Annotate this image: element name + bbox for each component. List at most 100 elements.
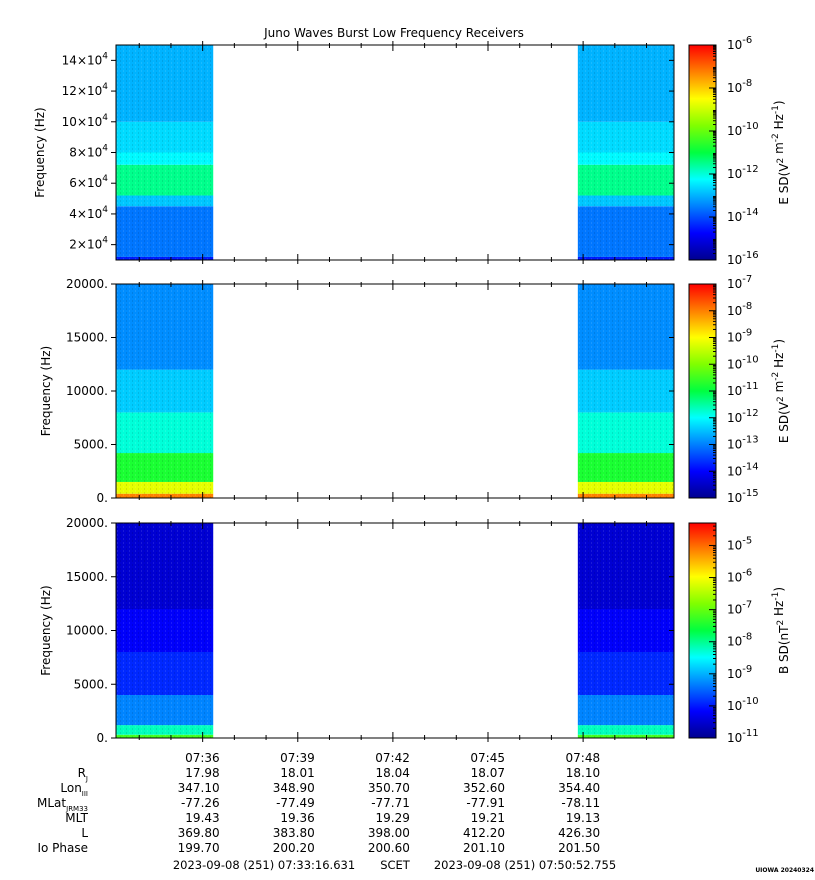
texture xyxy=(577,284,674,498)
footer: 2023-09-08 (251) 07:33:16.631 SCET 2023-… xyxy=(173,858,814,874)
texture xyxy=(116,284,214,498)
ephemeris-value: -77.71 xyxy=(371,796,410,810)
ephemeris-value: 398.00 xyxy=(368,826,410,840)
colorbar-tick-label: 10-8 xyxy=(727,78,752,95)
ephemeris-value: 18.01 xyxy=(280,766,314,780)
y-tick-label: 15000. xyxy=(66,570,108,584)
colorbar: 10-5 10-6 10-7 10-8 10-9 10-10 10-11 B SD(nT2 H… xyxy=(688,522,791,745)
y-tick-label: 8×104 xyxy=(69,144,108,160)
data-block-1 xyxy=(116,45,214,260)
colorbar-tick-label: 10-14 xyxy=(727,207,759,224)
colorbar-tick-label: 10-5 xyxy=(727,535,752,552)
y-axis-label: Frequency (Hz) xyxy=(39,585,53,676)
ephemeris-value: -77.49 xyxy=(276,796,315,810)
ephemeris-value: 19.29 xyxy=(376,811,410,825)
ephemeris-value: -78.11 xyxy=(561,796,600,810)
ephemeris-value: 426.30 xyxy=(558,826,600,840)
spectrogram-panel-middle: 0. 5000. 10000. 15000. 20000. Frequency (Hz) 1… xyxy=(39,274,791,505)
colorbar-tick-label: 10-14 xyxy=(727,461,759,478)
colorbar-tick-label: 10-8 xyxy=(727,632,752,649)
ephemeris-value: 19.13 xyxy=(566,811,600,825)
ephemeris-value: 18.04 xyxy=(376,766,410,780)
spectrogram-panels: 2×104 4×104 6×104 8×104 10×104 12×104 14×104 Fr… xyxy=(33,35,791,745)
ephemeris-value: 19.36 xyxy=(280,811,314,825)
ephemeris-value: 412.20 xyxy=(463,826,505,840)
colorbar-label: E SD(V2 m-2 Hz-1) xyxy=(771,339,791,443)
colorbar-tick-label: 10-12 xyxy=(727,408,759,425)
ephemeris-value: 19.43 xyxy=(185,811,219,825)
texture xyxy=(577,45,674,260)
data-block-2 xyxy=(577,523,674,738)
colorbar-tick-label: 10-7 xyxy=(727,274,752,291)
colorbar-tick-label: 10-10 xyxy=(727,354,759,371)
colorbar-tick-label: 10-15 xyxy=(727,488,759,505)
ephemeris-row-label: MLT xyxy=(65,811,88,825)
x-tick-label: 07:39 xyxy=(280,751,315,765)
ephemeris-value: 18.10 xyxy=(566,766,600,780)
texture xyxy=(577,523,674,738)
footer-time-frame: SCET xyxy=(380,858,411,872)
y-tick-label: 15000. xyxy=(66,331,108,345)
x-tick-label: 07:45 xyxy=(470,751,505,765)
colorbar-tick-label: 10-13 xyxy=(727,435,759,452)
colorbar-tick-label: 10-10 xyxy=(727,121,759,138)
ephemeris-value: 347.10 xyxy=(178,781,220,795)
data-block-1 xyxy=(116,523,214,738)
y-tick-label: 12×104 xyxy=(62,82,109,98)
y-tick-label: 2×104 xyxy=(69,236,108,252)
colorbar-gradient xyxy=(688,44,717,261)
x-tick-label: 07:42 xyxy=(375,751,410,765)
time-axis: 07:36 07:39 07:42 07:45 07:48 xyxy=(185,751,600,765)
colorbar-tick-label: 10-8 xyxy=(727,301,752,318)
colorbar-tick-label: 10-11 xyxy=(727,381,759,398)
y-tick-label: 4×104 xyxy=(69,205,108,221)
y-tick-label: 5000. xyxy=(74,677,108,691)
ephemeris-value: 17.98 xyxy=(185,766,219,780)
y-tick-label: 0. xyxy=(97,491,108,505)
y-tick-label: 0. xyxy=(97,731,108,745)
y-tick-label: 20000. xyxy=(66,277,108,291)
colorbar-tick-label: 10-12 xyxy=(727,164,759,181)
colorbar: 10-6 10-8 10-10 10-12 10-14 10-16 E SD(V2 m-2 … xyxy=(688,35,791,267)
data-block-2 xyxy=(577,284,674,498)
ephemeris-value: 201.50 xyxy=(558,841,600,855)
colorbar-label: E SD(V2 m-2 Hz-1) xyxy=(771,100,791,204)
ephemeris-value: 19.21 xyxy=(471,811,505,825)
footer-stamp: UIOWA 20240324 xyxy=(755,867,814,874)
footer-end-time: 2023-09-08 (251) 07:50:52.755 xyxy=(434,858,616,872)
ephemeris-row-label: Io Phase xyxy=(37,841,88,855)
data-block-1 xyxy=(116,284,214,498)
ephemeris-value: 200.20 xyxy=(273,841,315,855)
ephemeris-value: -77.26 xyxy=(181,796,220,810)
ephemeris-value: 383.80 xyxy=(273,826,315,840)
colorbar-tick-label: 10-6 xyxy=(727,568,752,585)
colorbar-tick-label: 10-16 xyxy=(727,250,759,267)
ephemeris-table: RJ 17.98 18.01 18.04 18.07 18.10 LonIII 347.10 3… xyxy=(37,766,600,855)
spectrogram-panel-bottom: 0. 5000. 10000. 15000. 20000. Frequency (Hz) 1… xyxy=(39,516,791,745)
ephemeris-value: 348.90 xyxy=(273,781,315,795)
colorbar-gradient xyxy=(688,522,717,739)
ephemeris-value: -77.91 xyxy=(466,796,505,810)
colorbar-tick-label: 10-9 xyxy=(727,664,752,681)
spectrogram-panel-top: 2×104 4×104 6×104 8×104 10×104 12×104 14×104 Fr… xyxy=(33,35,791,267)
x-tick-label: 07:36 xyxy=(185,751,220,765)
y-tick-label: 10000. xyxy=(66,624,108,638)
y-tick-label: 10000. xyxy=(66,384,108,398)
ephemeris-value: 369.80 xyxy=(178,826,220,840)
y-tick-label: 14×104 xyxy=(62,51,109,67)
data-block-2 xyxy=(577,45,674,260)
figure-title: Juno Waves Burst Low Frequency Receivers xyxy=(263,26,524,40)
ephemeris-value: 18.07 xyxy=(471,766,505,780)
ephemeris-row-label: RJ xyxy=(78,766,88,783)
colorbar-tick-label: 10-10 xyxy=(727,696,759,713)
x-tick-label: 07:48 xyxy=(566,751,601,765)
texture xyxy=(116,45,214,260)
ephemeris-value: 200.60 xyxy=(368,841,410,855)
y-tick-label: 5000. xyxy=(74,438,108,452)
ephemeris-row-label: LonIII xyxy=(60,781,88,798)
ephemeris-value: 199.70 xyxy=(178,841,220,855)
y-tick-label: 10×104 xyxy=(62,113,109,129)
ephemeris-value: 354.40 xyxy=(558,781,600,795)
colorbar-label: B SD(nT2 Hz-1) xyxy=(771,587,791,674)
